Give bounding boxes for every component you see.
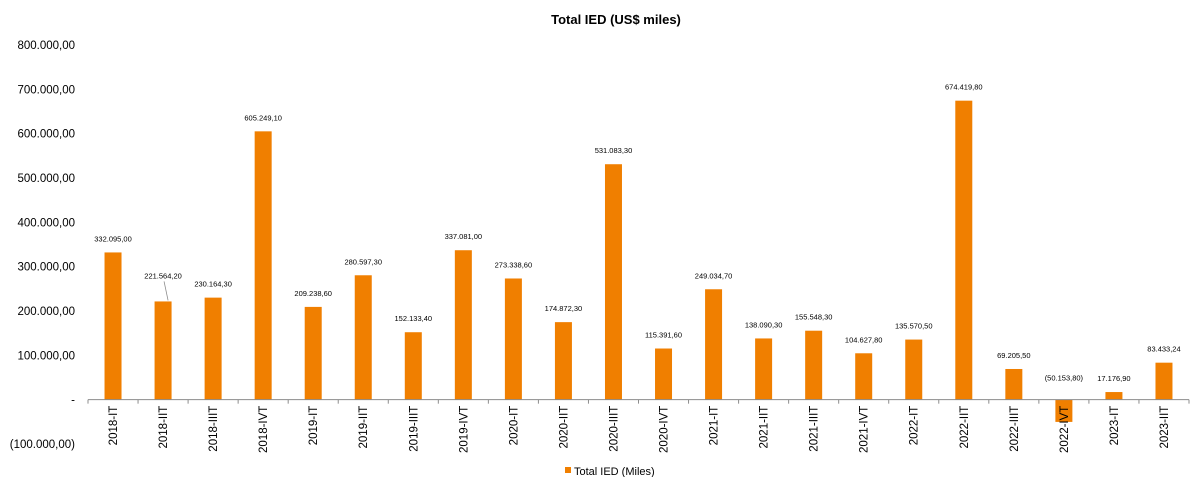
bar (955, 100, 973, 400)
bar (154, 301, 172, 400)
y-tick-label: 400.000,00 (17, 217, 75, 229)
x-axis: 2018-IT 2018-IIT 2018-IIIT 2018-IVT 2019-IT 2… (87, 399, 1190, 453)
data-label: 152.133,40 (395, 314, 433, 323)
x-tick-label: 2021-IIT (759, 406, 771, 449)
data-label: 249.034,70 (695, 271, 733, 280)
bar (805, 330, 823, 400)
legend: Total IED (Miles) (565, 466, 655, 477)
chart-title: Total IED (US$ miles) (551, 12, 681, 27)
bar (705, 289, 723, 400)
data-label: 337.081,00 (445, 232, 483, 241)
x-tick-label: 2018-IT (108, 406, 120, 446)
y-tick-label: 100.000,00 (17, 350, 75, 362)
legend-swatch (565, 467, 571, 473)
bar (1055, 399, 1073, 422)
data-label: 280.597,30 (344, 257, 382, 266)
bar (554, 322, 572, 400)
data-label: 138.090,30 (745, 320, 783, 329)
x-tick-label: 2023-IIT (1159, 406, 1171, 449)
data-label: 135.570,50 (895, 322, 933, 331)
bar (1005, 368, 1023, 400)
bar-series (104, 100, 1173, 422)
data-label: 209.238,60 (294, 289, 332, 298)
y-axis: 800.000,00 700.000,00 600.000,00 500.000,00… (10, 40, 75, 451)
x-tick-label: 2021-IT (709, 406, 721, 446)
data-label: 230.164,30 (194, 280, 232, 289)
bar (104, 252, 122, 400)
y-tick-label: - (71, 395, 75, 407)
bar (354, 275, 372, 400)
data-labels: 332.095,00 221.564,20 230.164,30 605.249,10… (94, 83, 1180, 383)
y-tick-label: 600.000,00 (17, 129, 75, 141)
y-tick-label: 800.000,00 (17, 40, 75, 52)
x-tick-label: 2018-IIT (158, 406, 170, 449)
data-label: 104.627,80 (845, 335, 883, 344)
x-tick-label: 2020-IVT (659, 406, 671, 453)
x-tick-label: 2019-IVT (458, 406, 470, 453)
x-tick-label: 2018-IIIT (208, 406, 220, 452)
data-label: 332.095,00 (94, 234, 132, 243)
data-label: 531.083,30 (595, 146, 633, 155)
bar (655, 348, 673, 400)
x-tick-label: 2018-IVT (258, 406, 270, 453)
bar (1105, 392, 1123, 400)
x-tick-label: 2020-IIT (558, 406, 570, 449)
legend-label: Total IED (Miles) (574, 466, 655, 477)
y-tick-label: (100.000,00) (10, 439, 75, 451)
data-label: 17.176,90 (1097, 374, 1130, 383)
bar (404, 332, 422, 400)
bar (1155, 362, 1173, 400)
data-label: 83.433,24 (1147, 345, 1180, 354)
data-label: 174.872,30 (545, 304, 583, 313)
data-label: 674.419,80 (945, 83, 983, 92)
bar (254, 131, 272, 400)
bar (604, 164, 622, 400)
data-label: 155.548,30 (795, 313, 833, 322)
data-label: 221.564,20 (144, 271, 182, 280)
bar (905, 339, 923, 400)
bar (204, 297, 222, 400)
x-tick-label: 2022-IIT (959, 406, 971, 449)
bar (504, 278, 522, 400)
x-tick-label: 2020-IT (508, 406, 520, 446)
data-label-leader (163, 281, 169, 301)
data-label: 605.249,10 (244, 113, 282, 122)
y-tick-label: 700.000,00 (17, 84, 75, 96)
x-tick-label: 2022-IT (909, 406, 921, 446)
x-tick-label: 2021-IVT (859, 406, 871, 453)
bar (755, 338, 773, 400)
x-tick-label: 2023-IT (1109, 406, 1121, 446)
y-tick-label: 200.000,00 (17, 306, 75, 318)
x-tick-label: 2020-IIIT (608, 406, 620, 452)
x-tick-label: 2022-IVT (1059, 406, 1071, 453)
x-tick-label: 2019-IT (308, 406, 320, 446)
x-tick-label: 2022-IIIT (1009, 406, 1021, 452)
y-tick-label: 300.000,00 (17, 262, 75, 274)
y-tick-label: 500.000,00 (17, 173, 75, 185)
x-tick-label: 2019-IIT (358, 406, 370, 449)
data-label: 115.391,60 (645, 331, 682, 340)
bar (454, 250, 472, 400)
x-tick-label: 2021-IIIT (809, 406, 821, 452)
data-label: (50.153,80) (1045, 374, 1084, 383)
bar (304, 306, 322, 400)
x-tick-label: 2019-IIIT (408, 406, 420, 452)
data-label: 273.338,60 (495, 260, 533, 269)
data-label: 69.205,50 (997, 351, 1030, 360)
bar (855, 353, 873, 400)
